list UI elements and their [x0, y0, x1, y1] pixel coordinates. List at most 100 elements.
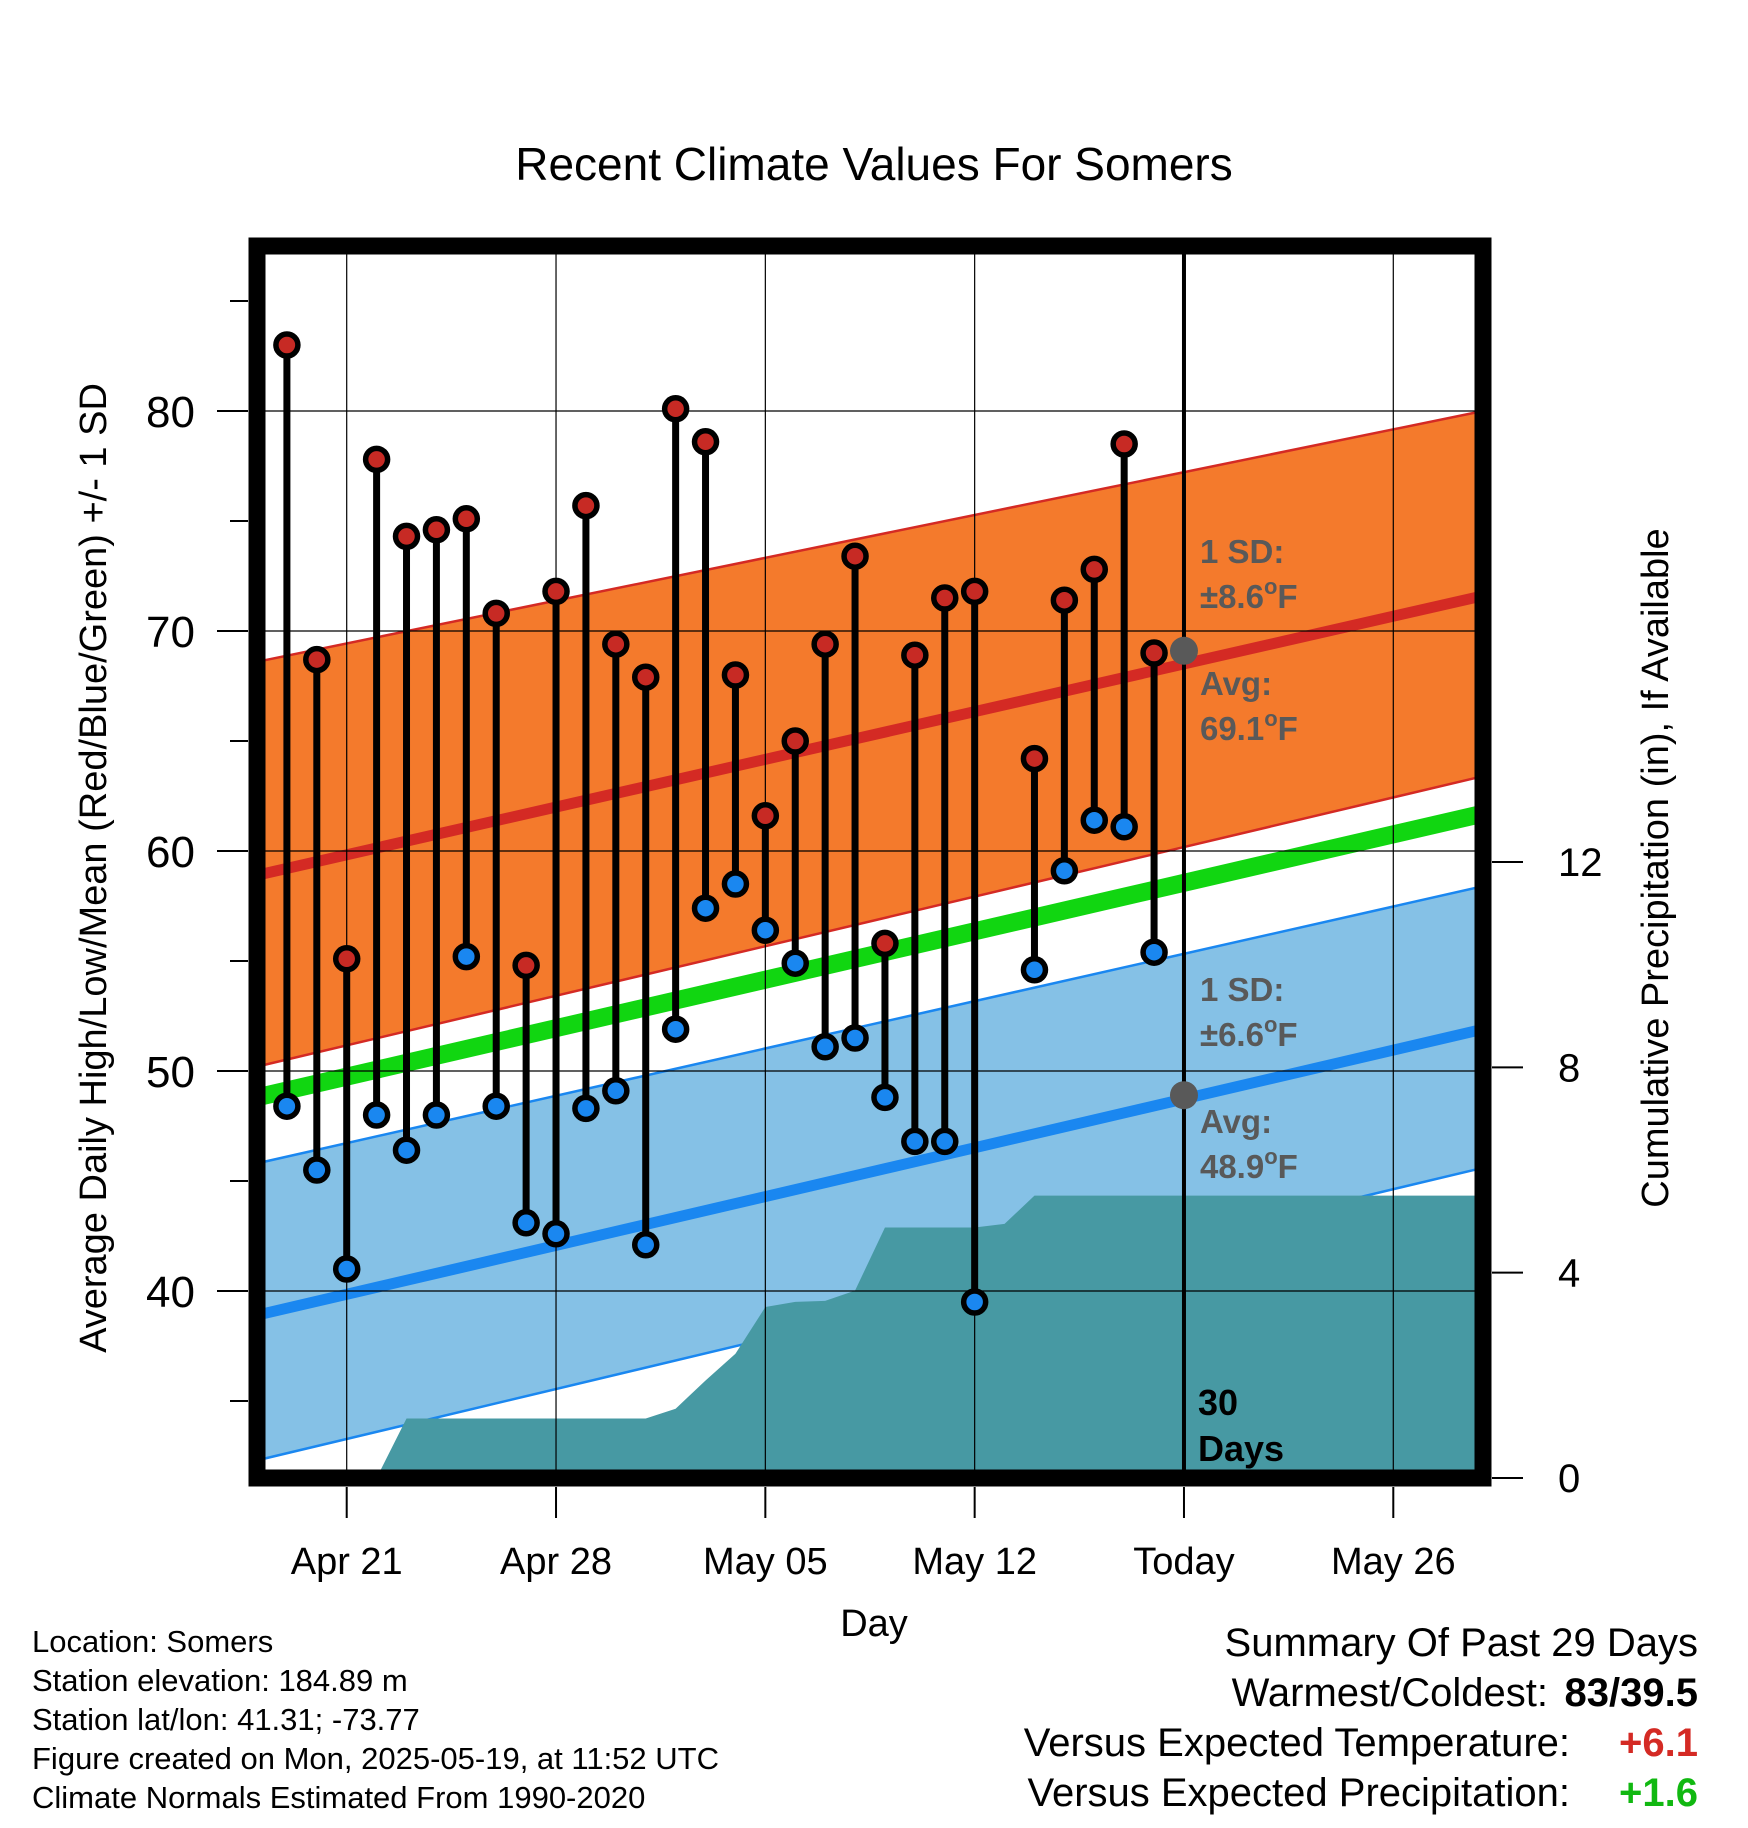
low-temp-point — [781, 949, 809, 977]
low-temp-point — [542, 1220, 570, 1248]
high-temp-point — [572, 491, 600, 520]
y-axis-label: Average Daily High/Low/Mean (Red/Blue/Gr… — [73, 383, 115, 1353]
low-temp-point — [691, 894, 720, 922]
high-temp-point — [512, 951, 540, 980]
warmest-coldest-row: Warmest/Coldest: 83/39.5 — [1024, 1668, 1698, 1718]
low-temp-point — [841, 1024, 869, 1052]
high-temp-point — [691, 428, 720, 456]
precipitation-anomaly-row: Versus Expected Precipitation: +1.6 — [1024, 1768, 1698, 1818]
today-high-avg-marker — [1169, 636, 1198, 665]
location-text: Location: Somers — [32, 1624, 274, 1659]
low-temp-point — [1110, 813, 1138, 841]
low-temp-point — [1140, 938, 1168, 966]
low-avg-value: 48.9oF — [1200, 1144, 1298, 1185]
high-temp-point — [482, 599, 510, 628]
high-avg-value: 69.1oF — [1200, 706, 1298, 747]
high-temp-point — [721, 661, 750, 689]
y2-tick-label: 4 — [1558, 1252, 1580, 1296]
low-temp-point — [871, 1083, 899, 1112]
low-avg-label: Avg: — [1200, 1103, 1272, 1140]
low-temp-point — [512, 1209, 540, 1237]
station-info: Location: Somers Station elevation: 184.… — [32, 1622, 719, 1817]
low-temp-point — [721, 870, 750, 898]
x-tick-label: Today — [1133, 1541, 1234, 1583]
high-temp-point — [1110, 430, 1138, 458]
high-temp-point — [841, 542, 869, 570]
low-temp-point — [960, 1288, 989, 1316]
high-temp-point — [332, 945, 361, 973]
y-tick-label: 70 — [146, 608, 195, 657]
summary-heading: Summary Of Past 29 Days — [1224, 1621, 1698, 1665]
low-sd-label: 1 SD: — [1200, 971, 1284, 1008]
y-tick-label: 80 — [146, 388, 195, 437]
high-temp-point — [1050, 586, 1079, 614]
high-temp-point — [811, 630, 839, 658]
x-tick-label: Apr 28 — [500, 1541, 612, 1583]
low-normal-line — [255, 1023, 1485, 1321]
low-temp-point — [572, 1094, 600, 1123]
high-temp-point — [542, 577, 570, 606]
y2-tick-label: 0 — [1558, 1457, 1580, 1501]
low-temp-point — [452, 942, 481, 971]
temperature-anomaly-value: +6.1 — [1619, 1721, 1698, 1765]
low-temp-point — [332, 1255, 361, 1283]
y-tick-label: 40 — [146, 1268, 195, 1317]
summary-panel: Summary Of Past 29 Days Warmest/Coldest:… — [1024, 1618, 1698, 1818]
y2-tick-label: 8 — [1558, 1046, 1580, 1090]
low-temp-point — [931, 1127, 959, 1156]
high-temp-point — [661, 395, 690, 423]
y-tick-label: 60 — [146, 828, 195, 877]
low-temp-point — [751, 916, 780, 944]
high-sd-value: ±8.6oF — [1200, 574, 1298, 615]
y2-axis-label: Cumulative Precipitation (in), If Availa… — [1635, 528, 1677, 1207]
high-temp-point — [1020, 744, 1049, 773]
elevation-text: Station elevation: 184.89 m — [32, 1663, 408, 1698]
high-temp-point — [303, 645, 331, 674]
high-temp-point — [901, 641, 929, 669]
temperature-anomaly-row: Versus Expected Temperature: +6.1 — [1024, 1718, 1698, 1768]
x-tick-label: May 12 — [912, 1541, 1037, 1583]
high-temp-point — [602, 630, 630, 658]
low-temp-point — [482, 1092, 510, 1120]
today-low-avg-marker — [1169, 1081, 1198, 1110]
x-tick-label: May 26 — [1331, 1541, 1456, 1583]
low-temp-point — [392, 1136, 421, 1164]
high-temp-point — [392, 522, 421, 551]
high-sd-lower-edge — [256, 774, 1484, 1068]
low-temp-point — [303, 1156, 331, 1184]
high-sd-upper-edge — [256, 409, 1484, 664]
high-temp-point — [960, 577, 989, 606]
high-temp-point — [273, 331, 301, 359]
high-temp-point — [1080, 555, 1109, 584]
mean-normal-line — [254, 804, 1486, 1107]
high-sd-label: 1 SD: — [1200, 533, 1284, 570]
high-temp-point — [362, 445, 391, 474]
y2-tick-label: 12 — [1558, 841, 1603, 885]
plot-area: 1 SD: ±8.6oF Avg: 69.1oF 1 SD: ±6.6oF Avg: 48.9… — [146, 237, 1603, 1583]
created-text: Figure created on Mon, 2025-05-19, at 11… — [32, 1741, 719, 1776]
high-normal-line — [255, 590, 1485, 881]
normals-text: Climate Normals Estimated From 1990-2020 — [32, 1780, 646, 1815]
plot-frame — [248, 237, 1492, 1487]
low-temp-point — [1020, 956, 1049, 984]
high-temp-point — [1140, 639, 1168, 667]
low-temp-point — [811, 1033, 839, 1061]
warmest-coldest-label: Warmest/Coldest: — [1231, 1671, 1548, 1715]
warmest-coldest-value: 83/39.5 — [1564, 1671, 1698, 1715]
precipitation-anomaly-label: Versus Expected Precipitation: — [1027, 1771, 1570, 1815]
x-axis-label: Day — [840, 1603, 908, 1645]
high-avg-label: Avg: — [1200, 665, 1272, 702]
low-temp-point — [901, 1127, 929, 1156]
low-temp-point — [422, 1101, 451, 1129]
low-temp-point — [362, 1101, 391, 1129]
latlon-text: Station lat/lon: 41.31; -73.77 — [32, 1702, 420, 1737]
precipitation-anomaly-value: +1.6 — [1619, 1771, 1698, 1815]
days-count-word: Days — [1198, 1428, 1284, 1469]
low-temp-point — [273, 1092, 301, 1120]
high-temp-point — [751, 802, 780, 830]
low-temp-point — [1080, 806, 1109, 834]
low-temp-point — [602, 1077, 630, 1105]
chart-title: Recent Climate Values For Somers — [515, 138, 1233, 190]
low-temp-point — [1050, 857, 1079, 885]
